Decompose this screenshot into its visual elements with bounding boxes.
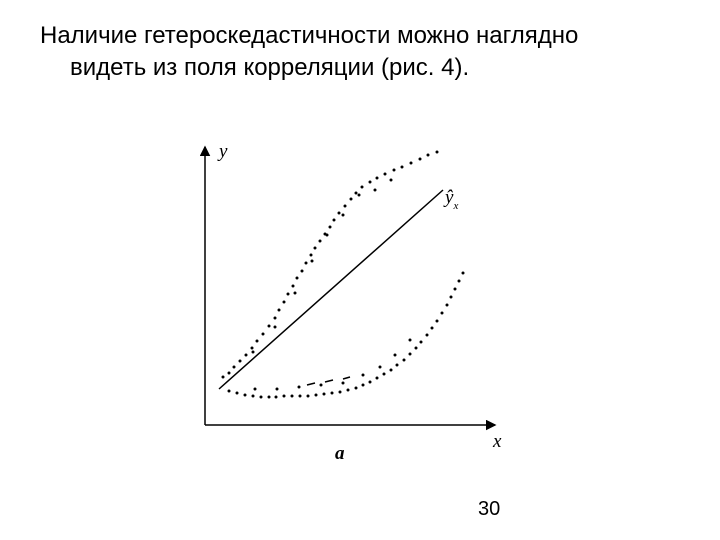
svg-text:ŷx: ŷx bbox=[443, 187, 458, 212]
page-number: 30 bbox=[478, 498, 500, 521]
paragraph-text: Наличие гетероскедастичности можно нагля… bbox=[70, 20, 660, 85]
svg-text:y: y bbox=[217, 141, 228, 162]
svg-text:a: a bbox=[335, 443, 345, 464]
correlation-field-chart: x y ŷx a bbox=[175, 135, 515, 475]
svg-text:x: x bbox=[492, 431, 502, 452]
chart-svg: x y ŷx a bbox=[175, 135, 515, 475]
body-paragraph: Наличие гетероскедастичности можно нагля… bbox=[40, 20, 660, 85]
